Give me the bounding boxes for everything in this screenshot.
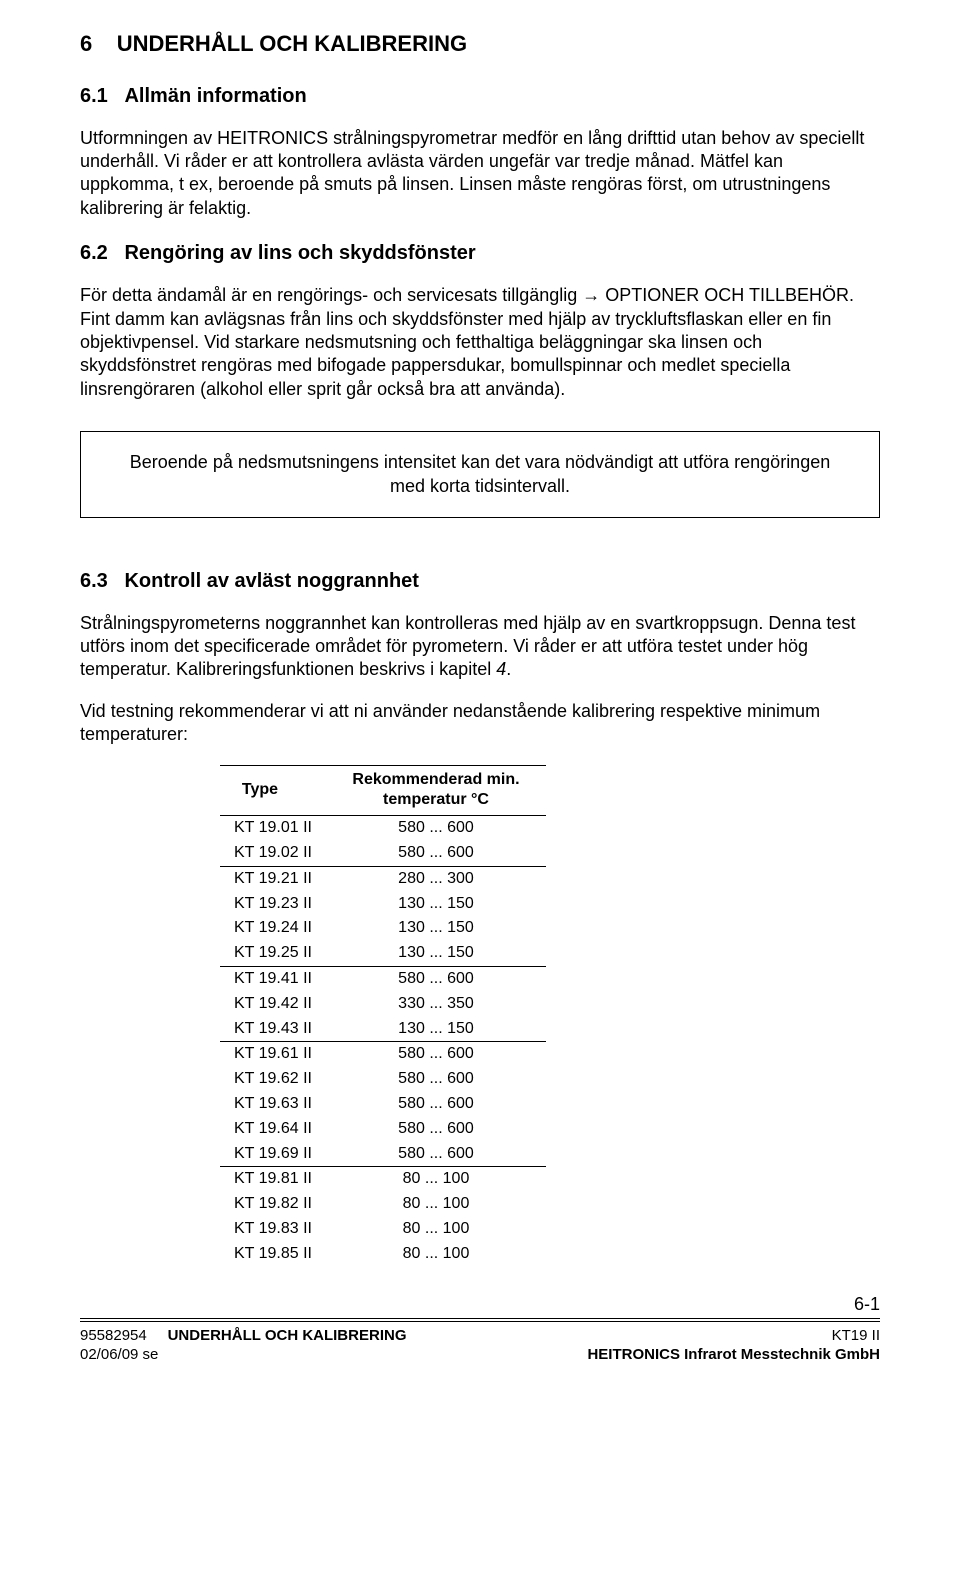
- section-6-1-paragraph: Utformningen av HEITRONICS strålningspyr…: [80, 127, 880, 221]
- table-row: KT 19.42 II330 ... 350: [220, 992, 546, 1017]
- cell-temp: 130 ... 150: [326, 916, 546, 941]
- cell-temp: 580 ... 600: [326, 1067, 546, 1092]
- table-row: KT 19.83 II80 ... 100: [220, 1217, 546, 1242]
- cell-type: KT 19.02 II: [220, 841, 326, 866]
- section-6-2-paragraph: För detta ändamål är en rengörings- och …: [80, 284, 880, 401]
- cell-temp: 80 ... 100: [326, 1167, 546, 1192]
- table-row: KT 19.21 II280 ... 300: [220, 866, 546, 891]
- footer-row-1: 95582954 UNDERHÅLL OCH KALIBRERING KT19 …: [80, 1326, 880, 1346]
- cell-temp: 580 ... 600: [326, 1142, 546, 1167]
- section-title-text: Kontroll av avläst noggrannhet: [124, 570, 418, 592]
- chapter-ref-italic: 4: [496, 659, 506, 679]
- calibration-table-wrapper: Type Rekommenderad min. temperatur °C KT…: [220, 765, 880, 1267]
- cell-temp: 580 ... 600: [326, 816, 546, 841]
- footer-company: HEITRONICS Infrarot Messtechnik GmbH: [587, 1345, 880, 1365]
- section-number: 6.2: [80, 242, 108, 264]
- table-header-type: Type: [220, 765, 326, 816]
- cell-type: KT 19.83 II: [220, 1217, 326, 1242]
- cell-temp: 580 ... 600: [326, 841, 546, 866]
- cell-type: KT 19.42 II: [220, 992, 326, 1017]
- section-title-text: Rengöring av lins och skyddsfönster: [124, 242, 475, 264]
- cell-type: KT 19.69 II: [220, 1142, 326, 1167]
- page-footer: 6-1 95582954 UNDERHÅLL OCH KALIBRERING K…: [80, 1293, 880, 1365]
- table-row: KT 19.62 II580 ... 600: [220, 1067, 546, 1092]
- section-number: 6.1: [80, 85, 108, 107]
- table-row: KT 19.24 II130 ... 150: [220, 916, 546, 941]
- cell-type: KT 19.41 II: [220, 967, 326, 992]
- section-heading-6-1: 6.1 Allmän information: [80, 83, 880, 109]
- cell-type: KT 19.82 II: [220, 1192, 326, 1217]
- table-row: KT 19.25 II130 ... 150: [220, 941, 546, 966]
- cell-temp: 580 ... 600: [326, 967, 546, 992]
- table-row: KT 19.01 II580 ... 600: [220, 816, 546, 841]
- table-row: KT 19.23 II130 ... 150: [220, 892, 546, 917]
- footer-right-1: KT19 II: [832, 1326, 880, 1346]
- cell-temp: 580 ... 600: [326, 1092, 546, 1117]
- para-span: Strålningspyrometerns noggrannhet kan ko…: [80, 613, 855, 680]
- cell-temp: 80 ... 100: [326, 1192, 546, 1217]
- chapter-title-text: UNDERHÅLL OCH KALIBRERING: [117, 31, 467, 56]
- cell-temp: 580 ... 600: [326, 1117, 546, 1142]
- cell-temp: 80 ... 100: [326, 1217, 546, 1242]
- chapter-heading: 6 UNDERHÅLL OCH KALIBRERING: [80, 30, 880, 59]
- chapter-number: 6: [80, 31, 92, 56]
- cell-type: KT 19.23 II: [220, 892, 326, 917]
- table-row: KT 19.61 II580 ... 600: [220, 1042, 546, 1067]
- footer-left: 95582954 UNDERHÅLL OCH KALIBRERING: [80, 1326, 406, 1346]
- cell-type: KT 19.24 II: [220, 916, 326, 941]
- page-number: 6-1: [80, 1293, 880, 1316]
- cell-temp: 80 ... 100: [326, 1242, 546, 1267]
- cell-temp: 130 ... 150: [326, 941, 546, 966]
- table-row: KT 19.81 II80 ... 100: [220, 1167, 546, 1192]
- table-row: KT 19.02 II580 ... 600: [220, 841, 546, 866]
- footer-row-2: 02/06/09 se HEITRONICS Infrarot Messtech…: [80, 1345, 880, 1365]
- cell-type: KT 19.62 II: [220, 1067, 326, 1092]
- section-heading-6-3: 6.3 Kontroll av avläst noggrannhet: [80, 568, 880, 594]
- note-box: Beroende på nedsmutsningens intensitet k…: [80, 431, 880, 518]
- footer-rule-thin: [80, 1321, 880, 1322]
- cell-temp: 130 ... 150: [326, 1017, 546, 1042]
- table-row: KT 19.85 II80 ... 100: [220, 1242, 546, 1267]
- cell-type: KT 19.43 II: [220, 1017, 326, 1042]
- cell-temp: 580 ... 600: [326, 1042, 546, 1067]
- cell-temp: 330 ... 350: [326, 992, 546, 1017]
- cell-type: KT 19.81 II: [220, 1167, 326, 1192]
- table-row: KT 19.63 II580 ... 600: [220, 1092, 546, 1117]
- cell-temp: 130 ... 150: [326, 892, 546, 917]
- para-span: .: [506, 659, 511, 679]
- note-text: Beroende på nedsmutsningens intensitet k…: [130, 452, 830, 496]
- table-row: KT 19.64 II580 ... 600: [220, 1117, 546, 1142]
- cell-type: KT 19.21 II: [220, 866, 326, 891]
- section-title-text: Allmän information: [124, 85, 306, 107]
- cell-type: KT 19.61 II: [220, 1042, 326, 1067]
- section-number: 6.3: [80, 570, 108, 592]
- cell-type: KT 19.63 II: [220, 1092, 326, 1117]
- cell-temp: 280 ... 300: [326, 866, 546, 891]
- section-heading-6-2: 6.2 Rengöring av lins och skyddsfönster: [80, 240, 880, 266]
- section-6-3-paragraph-1: Strålningspyrometerns noggrannhet kan ko…: [80, 612, 880, 682]
- footer-center-title: UNDERHÅLL OCH KALIBRERING: [168, 1327, 407, 1344]
- calibration-table: Type Rekommenderad min. temperatur °C KT…: [220, 765, 546, 1267]
- cell-type: KT 19.85 II: [220, 1242, 326, 1267]
- cell-type: KT 19.64 II: [220, 1117, 326, 1142]
- table-row: KT 19.69 II580 ... 600: [220, 1142, 546, 1167]
- footer-rule: [80, 1318, 880, 1319]
- table-row: KT 19.43 II130 ... 150: [220, 1017, 546, 1042]
- footer-docnum: 95582954: [80, 1327, 147, 1344]
- cell-type: KT 19.01 II: [220, 816, 326, 841]
- table-header-temp: Rekommenderad min. temperatur °C: [326, 765, 546, 816]
- cell-type: KT 19.25 II: [220, 941, 326, 966]
- table-row: KT 19.41 II580 ... 600: [220, 967, 546, 992]
- footer-docdate: 02/06/09 se: [80, 1345, 158, 1365]
- table-row: KT 19.82 II80 ... 100: [220, 1192, 546, 1217]
- section-6-3-paragraph-2: Vid testning rekommenderar vi att ni anv…: [80, 700, 880, 747]
